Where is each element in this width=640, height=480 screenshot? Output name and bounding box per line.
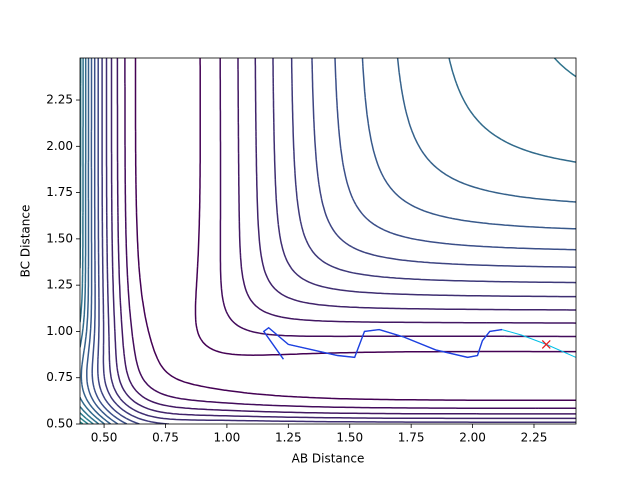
x-tick-label: 1.00 xyxy=(214,431,241,445)
contour-line xyxy=(80,58,576,424)
y-tick-label: 2.00 xyxy=(46,139,73,153)
y-axis-label: BC Distance xyxy=(19,205,33,278)
x-tick-label: 1.75 xyxy=(398,431,425,445)
x-tick-label: 2.25 xyxy=(521,431,548,445)
x-tick-label: 1.50 xyxy=(336,431,363,445)
x-axis-label: AB Distance xyxy=(292,452,365,466)
contour-line xyxy=(124,58,576,410)
x-tick-label: 0.50 xyxy=(91,431,118,445)
contour-line xyxy=(101,58,576,424)
plot-frame xyxy=(79,57,577,425)
y-tick-label: 1.50 xyxy=(46,231,73,245)
end-marker xyxy=(541,339,551,349)
contour-line xyxy=(134,58,576,402)
contour-line xyxy=(105,58,576,423)
contour-line xyxy=(110,58,576,420)
contour-line xyxy=(116,58,576,415)
y-tick-label: 0.75 xyxy=(46,370,73,384)
contour-line xyxy=(80,58,576,424)
y-tick-label: 1.75 xyxy=(46,185,73,199)
contour-line xyxy=(97,58,576,424)
x-tick-label: 1.25 xyxy=(275,431,302,445)
contour-line xyxy=(91,58,576,424)
contours xyxy=(80,58,576,424)
y-tick-label: 1.00 xyxy=(46,324,73,338)
contour-line xyxy=(80,58,576,424)
x-tick-label: 2.00 xyxy=(459,431,486,445)
trajectory-layer xyxy=(262,326,576,360)
x-tick-label: 0.75 xyxy=(152,431,179,445)
y-tick-label: 0.50 xyxy=(46,417,73,431)
trajectory xyxy=(262,326,503,360)
contour-line xyxy=(86,58,576,424)
y-tick-label: 2.25 xyxy=(46,93,73,107)
y-tick-label: 1.25 xyxy=(46,278,73,292)
